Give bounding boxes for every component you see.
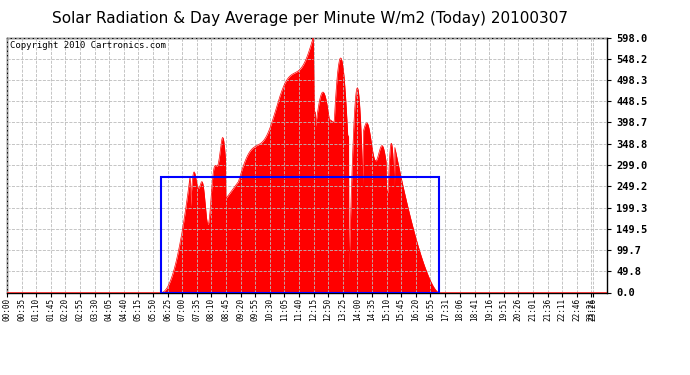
Text: Solar Radiation & Day Average per Minute W/m2 (Today) 20100307: Solar Radiation & Day Average per Minute… — [52, 11, 569, 26]
Bar — [161, 177, 439, 292]
Text: Copyright 2010 Cartronics.com: Copyright 2010 Cartronics.com — [10, 41, 166, 50]
